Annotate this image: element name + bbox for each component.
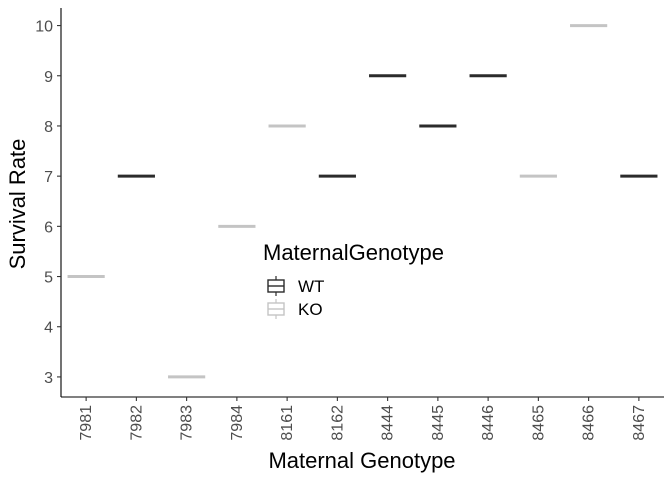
- x-axis-title: Maternal Genotype: [268, 448, 455, 473]
- legend-entry-wt: WT: [267, 276, 324, 296]
- x-tick-label: 8466: [581, 405, 598, 441]
- x-tick-label: 8446: [480, 405, 497, 441]
- x-tick-label: 8161: [279, 405, 296, 441]
- legend-entry-ko: KO: [267, 299, 323, 319]
- x-tick-label: 8465: [530, 405, 547, 441]
- x-tick-label: 8162: [329, 405, 346, 441]
- legend-title: MaternalGenotype: [263, 240, 444, 265]
- y-tick-label: 3: [44, 370, 53, 387]
- x-tick-label: 7981: [78, 405, 95, 441]
- x-tick-label: 8467: [631, 405, 648, 441]
- y-tick-label: 9: [44, 69, 53, 86]
- y-tick-label: 8: [44, 119, 53, 136]
- x-tick-label: 8444: [380, 405, 397, 441]
- legend: MaternalGenotype WT KO: [263, 240, 444, 319]
- x-tick-label: 7983: [179, 405, 196, 441]
- y-tick-label: 7: [44, 169, 53, 186]
- plot-area: 3 4 5 6 7 8 9 10 7981 7982 7983 7984 8161 8162 8444 844…: [35, 8, 664, 441]
- x-tick-label: 7984: [229, 405, 246, 441]
- legend-label: KO: [298, 300, 323, 319]
- y-tick-label: 10: [35, 19, 53, 36]
- x-tick-label: 8445: [430, 405, 447, 441]
- y-axis-title: Survival Rate: [5, 139, 30, 270]
- x-tick-label: 7982: [128, 405, 145, 441]
- legend-label: WT: [298, 277, 324, 296]
- y-tick-label: 5: [44, 270, 53, 287]
- y-tick-label: 4: [44, 320, 53, 337]
- y-tick-label: 6: [44, 219, 53, 236]
